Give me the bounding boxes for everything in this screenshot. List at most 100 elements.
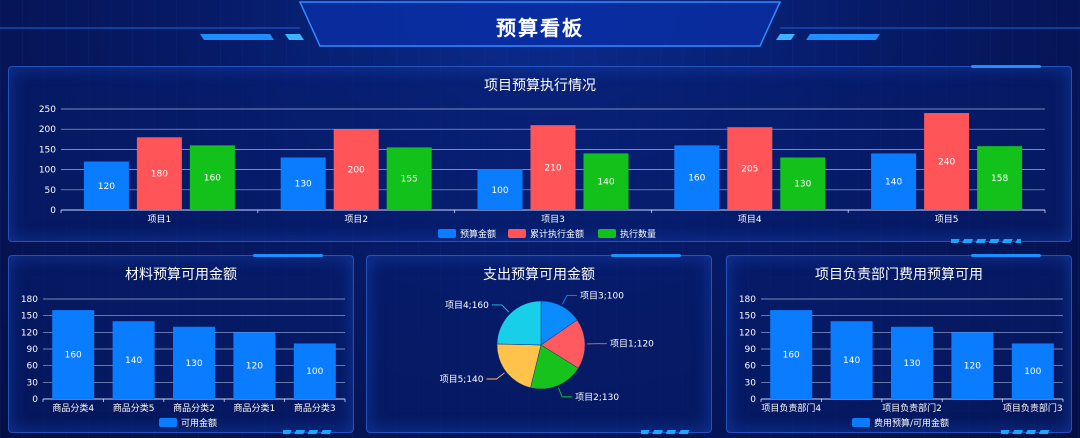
bar	[530, 125, 576, 210]
legend-swatch	[598, 229, 616, 238]
bar-value-label: 210	[544, 164, 561, 174]
bar	[280, 157, 326, 210]
y-tick-label: 120	[739, 328, 756, 338]
bar-value-label: 130	[185, 359, 202, 369]
y-tick-label: 60	[27, 362, 39, 372]
pie-leader-line	[561, 294, 578, 305]
bar-value-label: 205	[741, 165, 758, 175]
legend-label: 预算金额	[460, 228, 496, 240]
bar-value-label: 140	[125, 356, 142, 366]
expense-pie-chart: 项目3;100 项目1;120 项目2;130 项目5;140 项目4;160	[440, 290, 655, 402]
bar	[477, 169, 523, 210]
x-tick-label: 项目2	[344, 214, 368, 225]
legend-swatch	[852, 418, 870, 427]
y-tick-label: 0	[750, 395, 756, 405]
bar	[233, 332, 276, 399]
x-tick-label: 商品分类3	[294, 402, 336, 414]
bar-value-label: 120	[98, 182, 115, 192]
pie-leader-line	[557, 387, 573, 398]
bar-value-label: 160	[783, 351, 800, 361]
x-tick-label: 项目负责部门2	[882, 402, 942, 414]
y-tick-label: 150	[21, 312, 38, 322]
pie-slice-label: 项目1;120	[610, 339, 654, 350]
y-tick-label: 30	[27, 378, 39, 388]
bar	[977, 146, 1023, 210]
panel-title: 项目负责部门费用预算可用	[815, 267, 983, 283]
bar	[924, 113, 970, 210]
y-tick-label: 180	[739, 295, 756, 305]
bar	[727, 127, 773, 210]
bar-value-label: 130	[903, 359, 920, 369]
panel-dept: 项目负责部门费用预算可用 0 30 60 90 120 150 180 160 项目负责部门4 1…	[726, 254, 1072, 434]
y-tick-label: 180	[21, 295, 38, 305]
bar	[770, 310, 813, 399]
panel-title: 支出预算可用金额	[483, 267, 595, 283]
bar	[780, 157, 826, 210]
pie-slice	[496, 343, 542, 389]
deco-stripes	[951, 239, 1021, 243]
x-tick-label: 项目负责部门4	[761, 402, 821, 414]
x-tick-label: 商品分类5	[113, 402, 155, 414]
bar-value-label: 155	[401, 175, 418, 185]
bar	[386, 147, 432, 210]
bar	[173, 326, 215, 399]
panel-title: 项目预算执行情况	[484, 78, 596, 94]
panel-material: 材料预算可用金额 0 30 60 90 120 150 180 160 商品分类4 140 商品分类…	[8, 254, 354, 434]
bar-value-label: 100	[306, 367, 323, 377]
x-tick-label: 项目负责部门3	[1003, 402, 1063, 414]
header: 预算看板	[0, 0, 1080, 56]
deco-stripes	[283, 430, 333, 434]
bar	[52, 310, 95, 399]
pie-slice	[496, 300, 542, 346]
project-exec-chart: 0 50 100 150 200 250 120 180 160 项目1 130 200 155 项目2 1…	[39, 105, 1046, 240]
bar-value-label: 160	[65, 351, 82, 361]
panel-expense: 支出预算可用金额 项目3;100 项目1;120 项目2;130 项目5;140 项目4…	[366, 254, 712, 434]
bar-value-label: 140	[885, 178, 902, 188]
y-tick-label: 60	[745, 362, 757, 372]
bar	[112, 321, 155, 399]
legend-label: 累计执行金额	[530, 228, 584, 240]
bar	[674, 145, 720, 210]
bar-value-label: 200	[348, 166, 365, 176]
y-tick-label: 0	[50, 206, 56, 216]
bar-value-label: 100	[1024, 367, 1041, 377]
bar-value-label: 160	[688, 174, 705, 184]
bar-value-label: 120	[246, 362, 263, 372]
bar	[293, 343, 336, 399]
bar-value-label: 100	[491, 186, 508, 196]
bar-value-label: 180	[151, 170, 168, 180]
y-tick-label: 120	[21, 328, 38, 338]
x-tick-label: 项目5	[935, 214, 959, 225]
x-tick-label: 商品分类1	[234, 402, 276, 414]
dept-chart: 0 30 60 90 120 150 180 160 项目负责部门4 140 130 项目负责部门2 1…	[739, 295, 1064, 429]
legend-label: 执行数量	[620, 228, 656, 240]
x-tick-label: 项目4	[738, 214, 762, 225]
y-tick-label: 150	[39, 145, 56, 155]
bar	[583, 153, 629, 210]
pie-slice-label: 项目4;160	[445, 300, 489, 311]
y-tick-label: 150	[739, 312, 756, 322]
pie-slice	[530, 344, 579, 390]
bar-value-label: 158	[991, 174, 1008, 184]
y-tick-label: 90	[745, 345, 757, 355]
legend-swatch	[438, 229, 456, 238]
legend-label: 费用预算/可用金额	[874, 417, 949, 429]
pie-slice-label: 项目3;100	[580, 290, 624, 301]
bar-value-label: 240	[938, 158, 955, 168]
header-frame	[0, 1, 1080, 47]
y-tick-label: 100	[39, 166, 56, 176]
x-tick-label: 商品分类4	[52, 402, 94, 414]
bar-value-label: 120	[964, 362, 981, 372]
bar	[871, 153, 917, 210]
bar	[830, 321, 873, 399]
legend-label: 可用金额	[181, 417, 217, 429]
deco-stripes	[1001, 430, 1051, 434]
pie-leader-line	[486, 372, 505, 380]
x-tick-label: 项目1	[148, 214, 172, 225]
pie-slice-label: 项目5;140	[440, 374, 484, 385]
material-chart: 0 30 60 90 120 150 180 160 商品分类4 140 商品分类5 130 商品分类2…	[21, 295, 346, 429]
bar-value-label: 130	[794, 180, 811, 190]
deco-stripes	[641, 430, 691, 434]
bar	[189, 145, 235, 210]
bar	[891, 326, 933, 399]
